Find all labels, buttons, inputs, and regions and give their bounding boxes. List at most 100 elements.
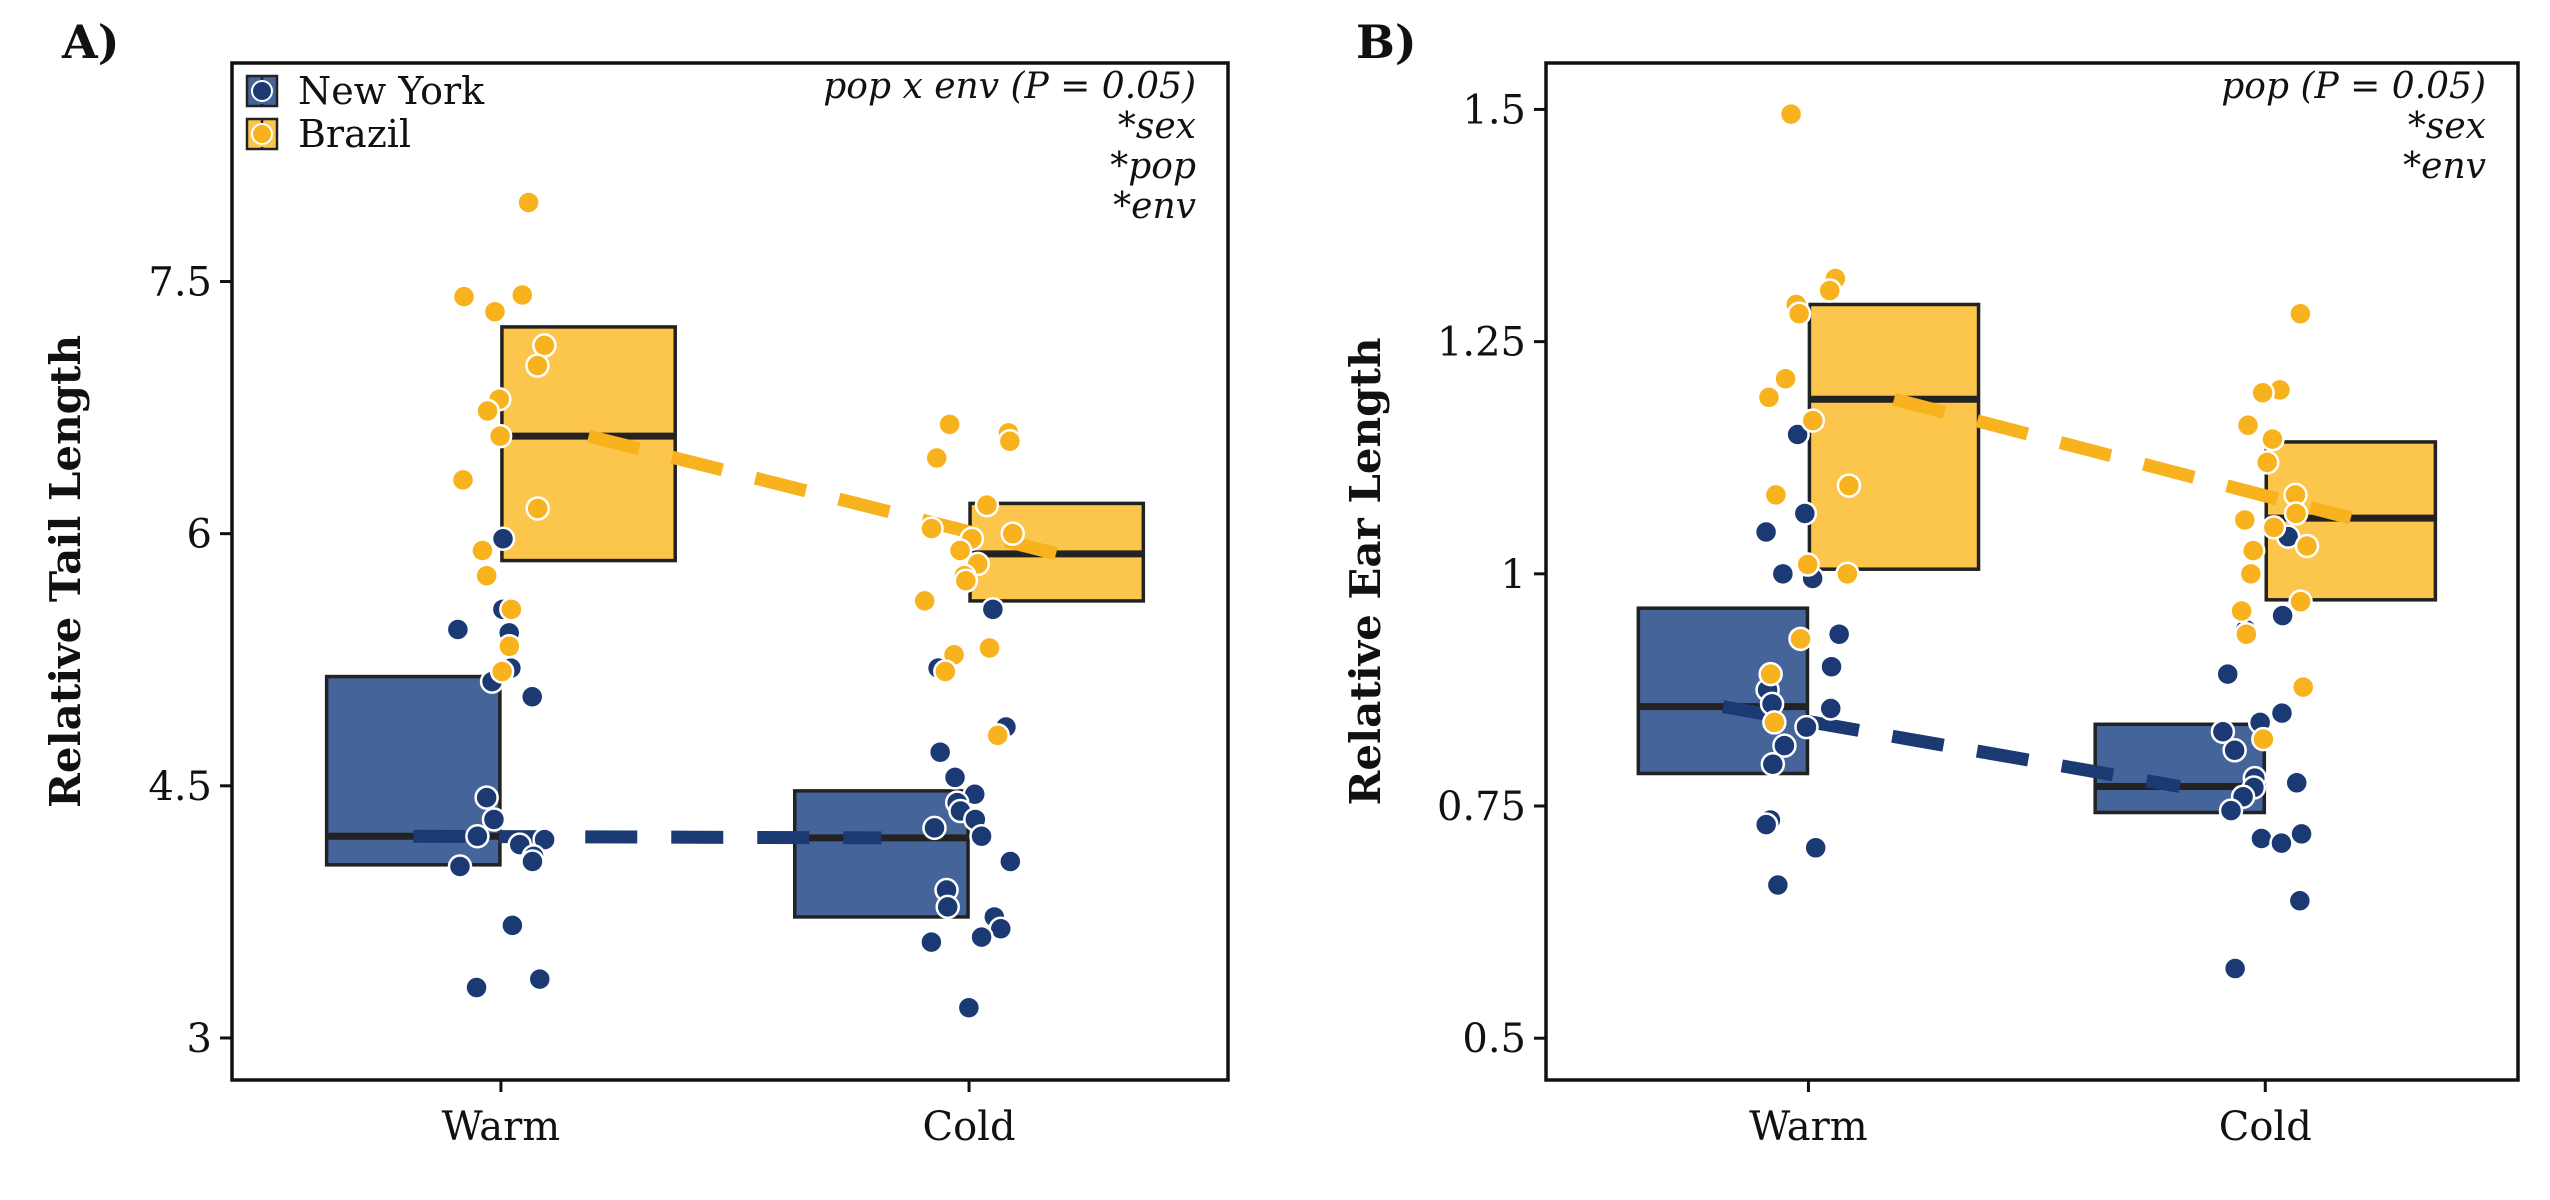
data-point [985,723,1010,748]
data-point [447,854,473,879]
data-point [937,412,962,437]
data-point [2288,589,2313,614]
y-tick-label: 1 [1501,552,1526,598]
data-point [1803,835,1828,861]
data-point [516,190,541,215]
data-point [519,684,545,709]
x-tick-label: Warm [1749,1104,1868,1150]
data-point [2261,515,2287,540]
data-point [2289,821,2314,847]
data-point [942,765,968,790]
x-tick-label: Cold [2219,1104,2312,1150]
stat-annotation: *sex [2408,106,2486,147]
data-point [1794,714,1819,740]
data-point [1819,654,1844,679]
y-tick-label: 6 [187,512,212,558]
data-point [1763,482,1789,508]
data-point [1800,408,1826,433]
data-point [924,445,949,471]
data-point [532,827,557,852]
legend-key-point [251,80,273,102]
stat-annotation: *env [1113,186,1196,227]
data-point [497,634,522,659]
data-point [1756,385,1782,410]
data-point [510,282,535,308]
data-point [500,913,525,938]
y-tick-label: 0.75 [1437,784,1526,830]
data-point [2222,956,2248,981]
data-point [487,423,513,449]
data-point [532,333,557,358]
data-point [2240,538,2266,563]
data-point [933,659,958,684]
data-point [489,659,515,684]
data-point [953,568,979,593]
data-point [1786,301,1812,327]
data-point [1773,366,1798,392]
panel-b: B) Relative Ear Length 0.5 0.75 1 1.25 1.5 Warm… [1341,15,2520,1150]
panel-label: B) [1356,15,1417,69]
data-point [2215,661,2240,687]
data-point [974,492,1000,518]
data-point [525,496,550,521]
data-point [1826,621,1852,647]
data-point [1817,278,1842,303]
y-tick-label: 7.5 [148,260,212,306]
data-point [2288,301,2313,327]
data-point [1753,812,1779,837]
data-point [998,849,1023,874]
legend-label: Brazil [298,112,411,156]
data-point [2269,700,2295,726]
panel-a: A) Relative Tail Length 3 4.5 6 7.5 Warm Cold po… [41,15,1230,1150]
panel-label: A) [61,15,119,69]
data-point [1785,422,1810,447]
data-point [935,894,960,920]
stat-annotation: *env [2403,146,2486,187]
data-point [2249,826,2274,851]
data-point [1000,521,1025,546]
data-point [2260,426,2285,452]
trend-line-brazil [1892,392,2353,525]
data-point [969,924,994,950]
y-axis-title: Relative Ear Length [1341,338,1390,806]
trend-line-new-york [413,829,882,845]
data-point [2250,380,2275,405]
data-point [1765,872,1791,898]
data-point [490,526,516,551]
data-point [474,785,499,810]
data-point [520,849,545,874]
legend-label: New York [298,69,485,113]
y-tick-label: 3 [187,1016,212,1062]
data-point [481,807,507,832]
data-point [2287,888,2313,913]
data-point [464,975,489,1000]
data-point [450,467,476,493]
data-point [2235,412,2261,438]
data-point [2283,501,2309,526]
data-point [2222,738,2247,763]
data-point [977,635,1002,661]
data-point [1760,751,1786,777]
data-point [2251,726,2276,752]
data-point [980,597,1006,622]
data-point [465,824,490,849]
y-tick-label: 1.25 [1437,320,1526,366]
data-point [1795,552,1820,577]
data-point [956,995,982,1020]
stat-annotation: pop (P = 0.05) [2221,66,2486,107]
data-point [1772,733,1797,758]
box-brazil [1807,302,1981,571]
data-point [475,398,500,424]
plot-frame [1544,61,2520,1082]
y-tick-label: 4.5 [148,764,212,810]
data-point [1835,561,1860,587]
data-point [919,516,944,541]
data-point [445,617,471,642]
y-tick-label: 0.5 [1462,1016,1526,1062]
data-point [1836,473,1862,498]
data-point [525,353,550,378]
data-point [927,739,953,765]
data-point [912,588,937,614]
data-point [470,538,495,563]
